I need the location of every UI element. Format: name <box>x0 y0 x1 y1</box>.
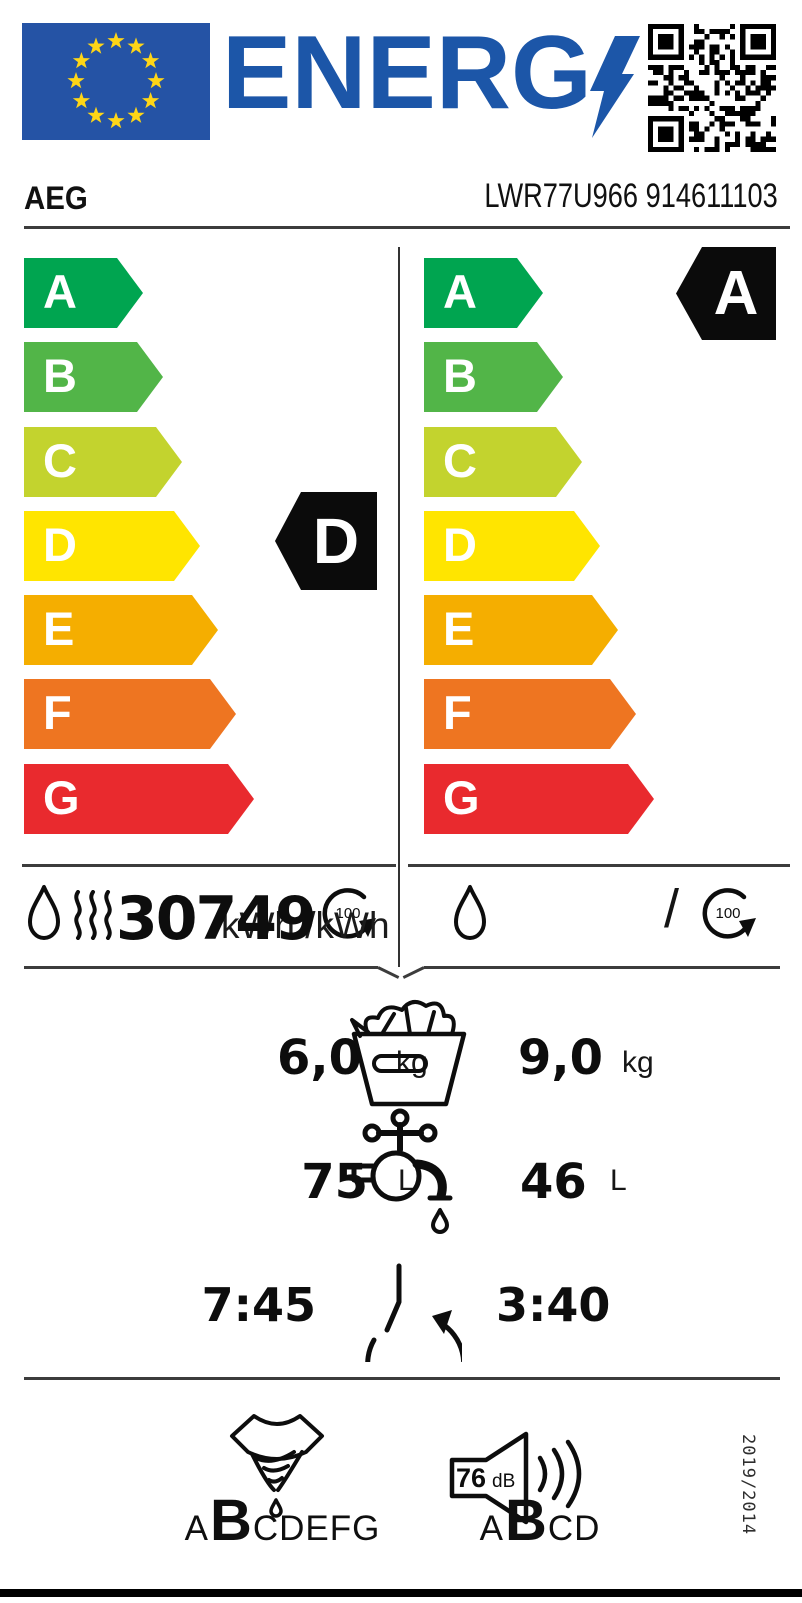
grade-arrow-c: C <box>424 427 582 497</box>
header-divider <box>24 226 790 229</box>
grade-letter: C <box>43 434 77 487</box>
lightning-bolt-icon <box>590 36 640 138</box>
energ-logo-text: ENERG <box>222 15 592 131</box>
spin-class-scale: A B CDEFG <box>185 1488 380 1553</box>
steam-icon <box>74 890 112 940</box>
water-right-value: 46 <box>520 1154 587 1210</box>
noise-class-letters: A <box>479 1509 504 1548</box>
grade-letter: E <box>443 602 475 655</box>
noise-speaker-icon: 76 dB <box>449 1431 582 1525</box>
grade-arrow-g: G <box>24 764 254 834</box>
grade-arrow-e: E <box>424 595 618 665</box>
eu-flag-icon <box>22 23 210 140</box>
noise-unit: dB <box>492 1471 515 1492</box>
section-rule <box>22 864 396 867</box>
rating-letter: A <box>713 259 759 328</box>
rating-letter: D <box>312 505 360 577</box>
cycles-count: 100 <box>335 905 360 922</box>
grade-arrow-d: D <box>424 511 600 581</box>
noise-class-rating: B <box>504 1488 547 1553</box>
per-100-cycles-icon: 100 <box>322 888 376 939</box>
section-rule <box>24 1377 780 1380</box>
rating-badge-left: D <box>275 492 377 590</box>
regulation-number: 2019/2014 <box>738 1434 758 1536</box>
slash-text: / <box>664 879 680 939</box>
grade-arrow-b: B <box>424 342 563 412</box>
grade-letter: A <box>43 265 77 318</box>
grade-arrow-b: B <box>24 342 163 412</box>
section-rule <box>24 966 378 969</box>
grade-letter: D <box>43 518 77 571</box>
section-rule <box>408 864 790 867</box>
noise-class-scale: A B CD <box>470 1492 610 1550</box>
model-number: LWR77U966 914611103 <box>484 177 778 215</box>
laundry-basket-icon <box>350 999 467 1107</box>
rating-badge-right: A <box>676 247 776 340</box>
grade-letter: G <box>443 771 480 824</box>
capacity-right-value: 9,0 <box>518 1030 604 1086</box>
cycle-duration-clock-icon <box>365 1263 462 1362</box>
grade-arrow-d: D <box>24 511 200 581</box>
per-100-cycles-icon: 100 <box>702 888 756 939</box>
spin-class-rating: B <box>209 1488 252 1553</box>
bottom-border-bar <box>0 1589 802 1597</box>
section-rule <box>424 966 780 969</box>
brand-name: AEG <box>24 180 88 216</box>
grade-arrow-c: C <box>24 427 182 497</box>
water-tap-icon <box>351 1108 453 1234</box>
grade-letter: B <box>443 349 477 402</box>
spin-dry-shirt-icon <box>230 1414 324 1518</box>
qr-code <box>648 24 776 152</box>
grade-arrow-f: F <box>24 679 236 749</box>
cycles-count: 100 <box>715 905 740 922</box>
noise-class-letters: CD <box>547 1509 601 1548</box>
spin-class-letters: A <box>184 1509 209 1548</box>
grade-letter: F <box>43 686 72 739</box>
grade-letter: C <box>443 434 477 487</box>
water-left-unit: L <box>398 1164 415 1197</box>
grade-letter: G <box>43 771 80 824</box>
capacity-left-value: 6,0 <box>276 1030 362 1086</box>
energy-unit-text: kWh /kWh <box>221 905 390 946</box>
grade-letter: B <box>43 349 77 402</box>
grade-arrow-g: G <box>424 764 654 834</box>
grade-letter: D <box>443 518 477 571</box>
grade-arrow-a: A <box>424 258 543 328</box>
divider-notch <box>402 966 425 979</box>
grade-letter: A <box>443 265 477 318</box>
water-drop-icon <box>28 885 60 940</box>
water-right-unit: L <box>610 1164 627 1197</box>
capacity-right-unit: kg <box>622 1046 654 1079</box>
energy-consumption-value: 30749 <box>116 884 317 954</box>
grade-arrow-f: F <box>424 679 636 749</box>
scales-center-divider <box>398 247 400 967</box>
duration-left-value: 7:45 <box>201 1278 316 1332</box>
grade-letter: F <box>443 686 472 739</box>
grade-arrow-e: E <box>24 595 218 665</box>
grade-letter: E <box>43 602 75 655</box>
duration-right-value: 3:40 <box>496 1278 611 1332</box>
noise-value: 76 <box>456 1463 486 1493</box>
grade-arrow-a: A <box>24 258 143 328</box>
spin-class-letters: CDEFG <box>252 1509 381 1548</box>
divider-notch <box>377 966 400 979</box>
water-drop-icon <box>454 885 486 940</box>
